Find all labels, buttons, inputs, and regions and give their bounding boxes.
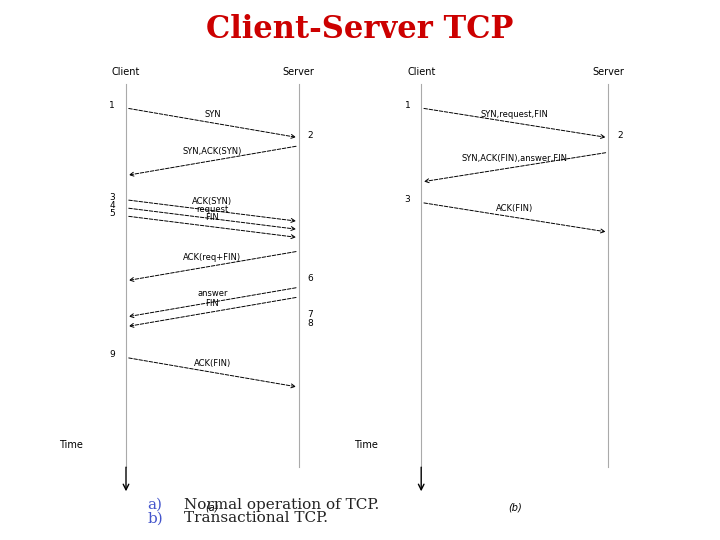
Text: request: request: [197, 205, 228, 214]
Text: Normal operation of TCP.: Normal operation of TCP.: [184, 498, 379, 512]
Text: SYN,ACK(FIN),answer,FIN: SYN,ACK(FIN),answer,FIN: [462, 154, 568, 163]
Text: 7: 7: [307, 310, 313, 319]
Text: FIN: FIN: [205, 213, 220, 222]
Text: (a): (a): [206, 502, 219, 512]
Text: 3: 3: [405, 195, 410, 204]
Text: 2: 2: [617, 131, 623, 139]
Text: Client: Client: [112, 67, 140, 77]
Text: Server: Server: [593, 67, 624, 77]
Text: a): a): [148, 498, 163, 512]
Text: ACK(SYN): ACK(SYN): [192, 197, 233, 206]
Text: 1: 1: [405, 101, 410, 110]
Text: 1: 1: [109, 101, 115, 110]
Text: Transactional TCP.: Transactional TCP.: [184, 511, 328, 525]
Text: ACK(FIN): ACK(FIN): [496, 204, 534, 213]
Text: (b): (b): [508, 502, 522, 512]
Text: Time: Time: [354, 441, 378, 450]
Text: ACK(FIN): ACK(FIN): [194, 359, 231, 368]
Text: answer: answer: [197, 289, 228, 298]
Text: Time: Time: [59, 441, 83, 450]
Text: ACK(req+FIN): ACK(req+FIN): [184, 253, 241, 261]
Text: 3: 3: [109, 193, 115, 201]
Text: 9: 9: [109, 350, 115, 359]
Text: 8: 8: [307, 320, 313, 328]
Text: b): b): [148, 511, 163, 525]
Text: SYN,request,FIN: SYN,request,FIN: [481, 110, 549, 119]
Text: 6: 6: [307, 274, 313, 282]
Text: Client: Client: [407, 67, 436, 77]
Text: SYN: SYN: [204, 110, 221, 119]
Text: 5: 5: [109, 209, 115, 218]
Text: Client-Server TCP: Client-Server TCP: [207, 14, 513, 45]
Text: 2: 2: [307, 131, 313, 139]
Text: 4: 4: [109, 201, 115, 210]
Text: SYN,ACK(SYN): SYN,ACK(SYN): [183, 147, 242, 157]
Text: FIN: FIN: [205, 299, 220, 308]
Text: Server: Server: [283, 67, 315, 77]
